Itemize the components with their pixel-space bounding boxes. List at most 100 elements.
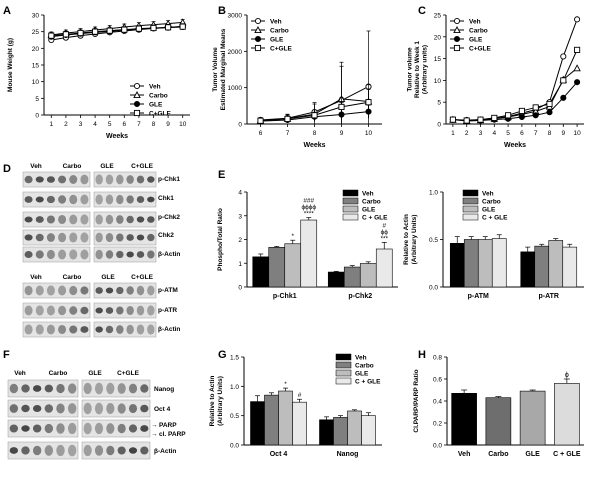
blot-band [106, 402, 115, 415]
e1-y-axis-label: Phospho/Total Ratio [217, 208, 224, 271]
blot-band [136, 324, 145, 335]
category-label: Carbo [488, 451, 508, 458]
bar-nanog-carbo [333, 417, 348, 446]
blot-membrane [22, 302, 91, 319]
lane-group-label: Carbo [49, 370, 68, 377]
blot-band [147, 176, 155, 183]
blot-band [46, 215, 55, 224]
blot-band [105, 232, 114, 243]
x-tick-label: 4 [492, 130, 496, 137]
y-tick-label: 15 [32, 63, 40, 70]
blot-band [46, 324, 55, 335]
legend-label: GLE [362, 207, 376, 214]
blot-band [9, 404, 19, 413]
blot-band [35, 216, 44, 223]
blot-band [126, 305, 134, 316]
blot-band [147, 285, 155, 296]
lane-group-label: GLE [101, 274, 115, 281]
blot-band [117, 446, 126, 455]
bar-pchk2-veh [327, 271, 345, 288]
legend-label: Veh [469, 19, 481, 26]
blot-band [56, 403, 65, 414]
legend: Veh Carbo GLE C+GLE [450, 17, 492, 53]
blot-band [147, 250, 155, 259]
blot-band [32, 424, 42, 433]
legend-marker [254, 44, 262, 52]
blot-band [46, 285, 55, 296]
y-tick-label: 5 [35, 96, 39, 103]
blot-membrane [81, 419, 151, 438]
bar-oct4-gle [278, 390, 293, 446]
blot-band [140, 404, 149, 413]
legend-swatch [342, 213, 359, 221]
blot-band [116, 286, 124, 295]
blot-band [83, 382, 92, 395]
y-tick-label: 0.5 [230, 413, 239, 420]
blot-band [67, 403, 77, 414]
bar-pchk2-carbo [343, 266, 361, 288]
lane-group-label: C+GLE [131, 274, 154, 281]
blot-strip [22, 321, 91, 338]
blot-band [69, 175, 78, 184]
bar-patm-veh [449, 243, 465, 288]
blot-band [80, 286, 89, 295]
y-axis-label-line: Mouse Weight (g) [7, 38, 14, 92]
y-tick-label: 3 [238, 213, 242, 220]
blot-strip [93, 246, 157, 263]
x-tick-label: 2 [64, 121, 68, 128]
legend-label: Carbo [362, 199, 381, 206]
legend-label: C + GLE [355, 379, 381, 386]
blot-band [116, 194, 124, 205]
data-point [560, 94, 567, 101]
blot-row-label: cl. PARP [159, 431, 186, 438]
x-axis-label: Weeks [106, 133, 128, 140]
data-point [179, 23, 186, 30]
significance-label: ϕ [565, 372, 569, 379]
blot-membrane [81, 399, 151, 418]
lane-group-label: Veh [30, 163, 42, 170]
category-label: Veh [458, 451, 470, 458]
blot-band [35, 196, 44, 203]
blot-band [80, 249, 89, 260]
legend-label: Veh [482, 191, 494, 198]
y-axis-label-line: (Arbitrary Units) [217, 376, 224, 426]
legend: Veh Carbo GLE C+GLE [130, 82, 172, 118]
y-tick-label: 10 [32, 79, 40, 86]
panel-letter-a: A [3, 5, 11, 17]
legend-label: C+GLE [270, 46, 293, 53]
y-tick-label: 1000 [228, 85, 243, 92]
blot-band [116, 233, 124, 242]
blot-band [21, 446, 30, 455]
blot-band [136, 216, 145, 223]
b-y-axis-label: Tumor VolumeEstimated Marginal Means [212, 28, 227, 110]
x-tick-label: 1 [451, 130, 455, 137]
y-tick-label: 1.0 [230, 384, 239, 391]
category-label: C + GLE [553, 451, 581, 458]
c-y-axis-label: Tumor volumeRelative to Week 1(Arbitrary… [406, 41, 428, 98]
data-point [560, 53, 567, 60]
x-tick-label: 8 [152, 121, 156, 128]
blot-band [80, 214, 89, 225]
blot-membrane [93, 191, 157, 208]
bar-patr-veh [520, 251, 536, 288]
x-tick-label: 6 [259, 130, 263, 137]
y-tick-label: 20 [434, 34, 442, 41]
blot-band [69, 306, 78, 315]
blot-band [140, 446, 149, 455]
significance-label: ϕϕϕϕ [301, 204, 316, 211]
legend-label: Veh [362, 191, 374, 198]
blot-band [9, 447, 19, 454]
x-tick-label: 1 [49, 121, 53, 128]
blot-band [105, 194, 114, 205]
y-axis-label-line: Tumor Volume [212, 47, 219, 92]
y-tick-label: 10 [434, 78, 442, 85]
blot-membrane [22, 246, 91, 263]
y-axis-label-line: Tumor volume [406, 47, 413, 92]
x-tick-label: 5 [506, 130, 510, 137]
y-tick-label: 15 [434, 56, 442, 63]
blot-row-label: Chk1 [158, 195, 174, 202]
blot-strip [22, 191, 91, 208]
blot-band [44, 445, 54, 456]
lane-group-label: Carbo [63, 163, 82, 170]
